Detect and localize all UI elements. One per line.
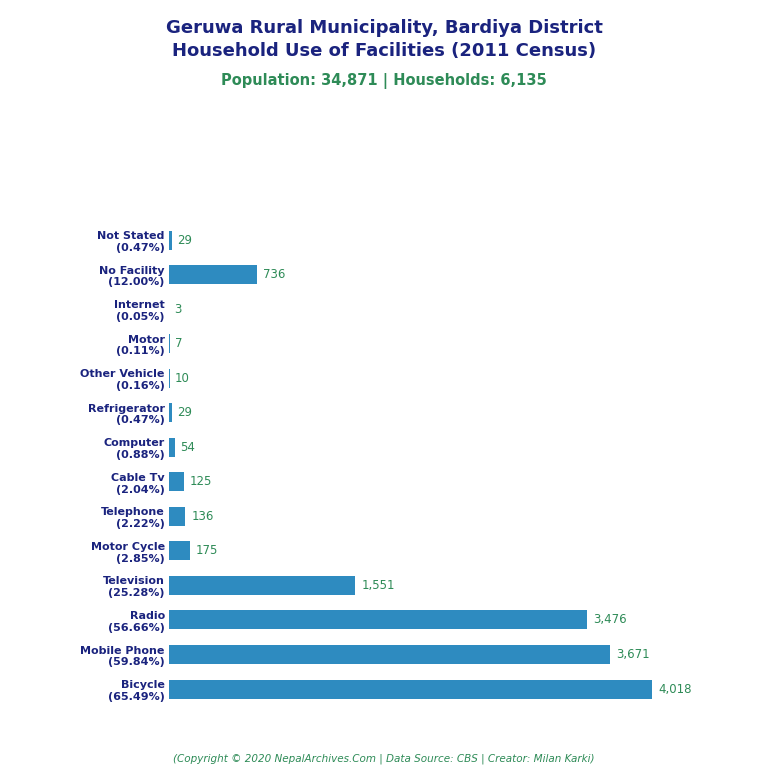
Text: 29: 29 xyxy=(177,406,192,419)
Bar xyxy=(169,472,184,492)
Text: Population: 34,871 | Households: 6,135: Population: 34,871 | Households: 6,135 xyxy=(221,73,547,89)
Bar xyxy=(169,369,170,388)
Text: 10: 10 xyxy=(175,372,190,385)
Text: 136: 136 xyxy=(191,510,214,523)
Bar xyxy=(169,230,173,250)
Bar xyxy=(169,611,587,630)
Text: Household Use of Facilities (2011 Census): Household Use of Facilities (2011 Census… xyxy=(172,42,596,60)
Text: 3,476: 3,476 xyxy=(593,614,627,627)
Text: 3,671: 3,671 xyxy=(616,648,650,661)
Bar xyxy=(169,645,611,664)
Bar xyxy=(169,334,170,353)
Text: 125: 125 xyxy=(190,475,213,488)
Text: Geruwa Rural Municipality, Bardiya District: Geruwa Rural Municipality, Bardiya Distr… xyxy=(166,19,602,37)
Bar xyxy=(169,403,173,422)
Bar xyxy=(169,265,257,284)
Text: 7: 7 xyxy=(174,337,182,350)
Text: 736: 736 xyxy=(263,268,286,281)
Text: 175: 175 xyxy=(196,545,218,558)
Text: 4,018: 4,018 xyxy=(658,683,691,696)
Bar xyxy=(169,507,185,526)
Text: 29: 29 xyxy=(177,233,192,247)
Text: 54: 54 xyxy=(180,441,195,454)
Bar xyxy=(169,438,175,457)
Bar xyxy=(169,680,652,699)
Bar xyxy=(169,541,190,561)
Text: 3: 3 xyxy=(174,303,181,316)
Text: (Copyright © 2020 NepalArchives.Com | Data Source: CBS | Creator: Milan Karki): (Copyright © 2020 NepalArchives.Com | Da… xyxy=(174,753,594,764)
Text: 1,551: 1,551 xyxy=(362,579,395,592)
Bar xyxy=(169,576,356,595)
